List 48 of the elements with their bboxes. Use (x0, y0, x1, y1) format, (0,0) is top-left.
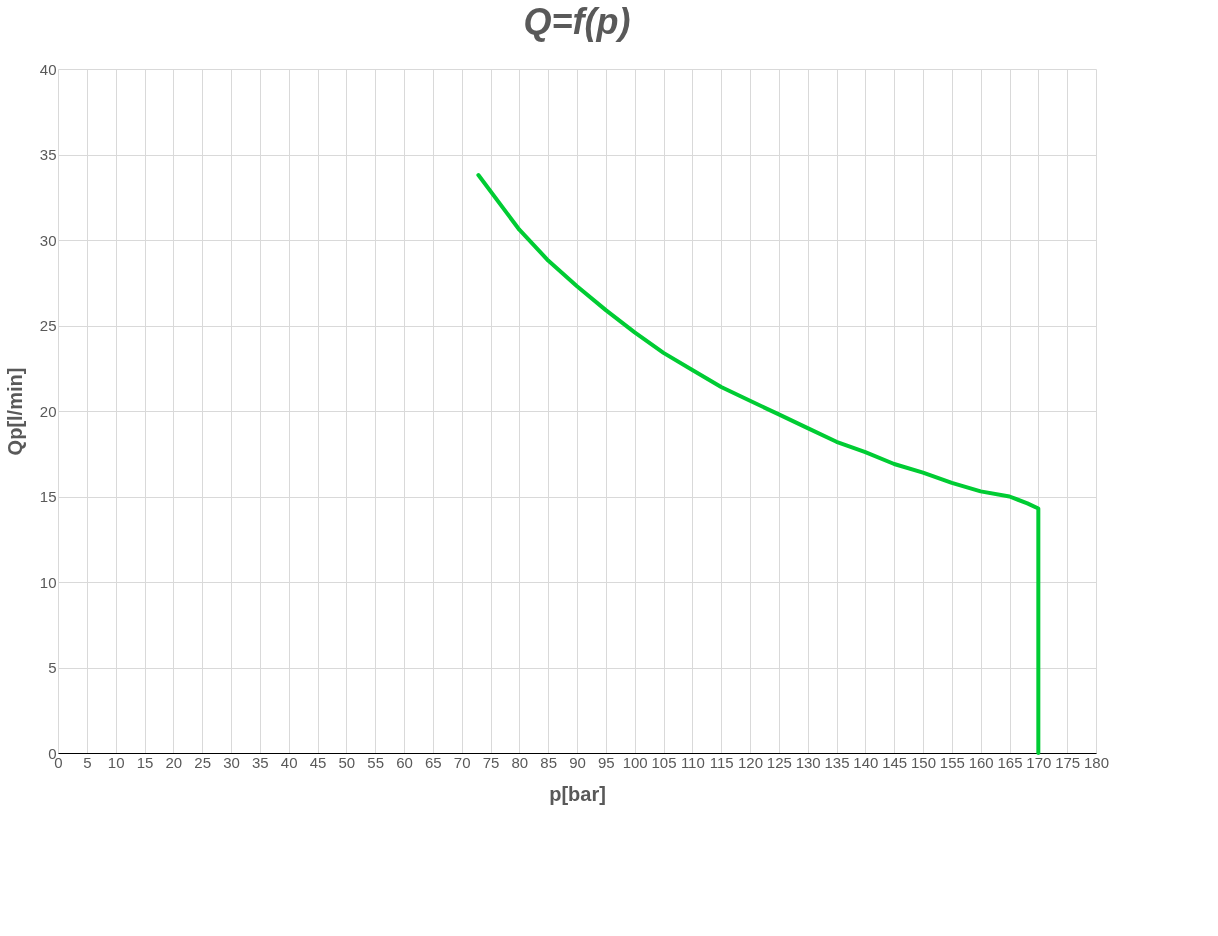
x-tick-label: 100 (622, 753, 648, 771)
x-tick-label: 90 (569, 753, 586, 771)
x-tick-label: 165 (997, 753, 1023, 771)
x-tick-label: 115 (709, 753, 734, 771)
x-tick-label: 80 (511, 753, 529, 771)
x-tick-label: 10 (107, 753, 125, 771)
x-tick-label: 105 (651, 753, 677, 771)
y-tick-label: 15 (39, 488, 57, 505)
x-tick-label: 85 (540, 753, 558, 771)
x-tick-label: 150 (910, 753, 937, 771)
x-tick-label: 75 (482, 753, 500, 771)
x-tick-label: 145 (882, 753, 908, 771)
y-tick-label: 35 (39, 146, 57, 163)
x-tick-label: 70 (453, 753, 471, 771)
x-tick-label: 25 (194, 753, 212, 771)
y-tick-label: 25 (39, 317, 57, 334)
x-tick-label: 5 (83, 753, 92, 771)
x-tick-label: 160 (968, 753, 994, 771)
x-tick-label: 55 (367, 753, 385, 771)
x-tick-label: 40 (280, 753, 298, 771)
x-tick-label: 130 (795, 753, 821, 771)
y-axis-title: Qp[l/min] (3, 367, 26, 456)
x-tick-label: 45 (309, 753, 327, 771)
x-tick-label: 60 (396, 753, 413, 771)
x-tick-label: 35 (251, 753, 269, 771)
x-tick-label: 180 (1083, 753, 1110, 771)
x-tick-label: 135 (824, 753, 850, 771)
x-tick-label: 125 (766, 753, 792, 771)
x-tick-label: 155 (939, 753, 965, 771)
y-tick-label: 30 (39, 231, 57, 249)
x-tick-label: 175 (1055, 753, 1081, 771)
x-tick-label: 50 (338, 753, 356, 771)
x-tick-label: 110 (680, 753, 705, 771)
x-tick-label: 170 (1026, 753, 1052, 771)
y-tick-label: 40 (39, 60, 57, 78)
y-tick-label: 5 (48, 659, 57, 676)
x-tick-label: 65 (424, 753, 442, 771)
y-tick-label: 10 (39, 573, 57, 591)
x-tick-label: 120 (737, 753, 764, 771)
y-tick-label: 20 (39, 402, 57, 420)
x-axis-title: p[bar] (549, 782, 606, 805)
x-tick-label: 140 (853, 753, 879, 771)
x-tick-label: 95 (597, 753, 615, 771)
x-tick-label: 30 (223, 753, 240, 771)
x-tick-label: 20 (165, 753, 183, 771)
chart-title: Q=f(p) (523, 1, 631, 42)
x-tick-label: 15 (136, 753, 154, 771)
line-series (476, 173, 1041, 755)
